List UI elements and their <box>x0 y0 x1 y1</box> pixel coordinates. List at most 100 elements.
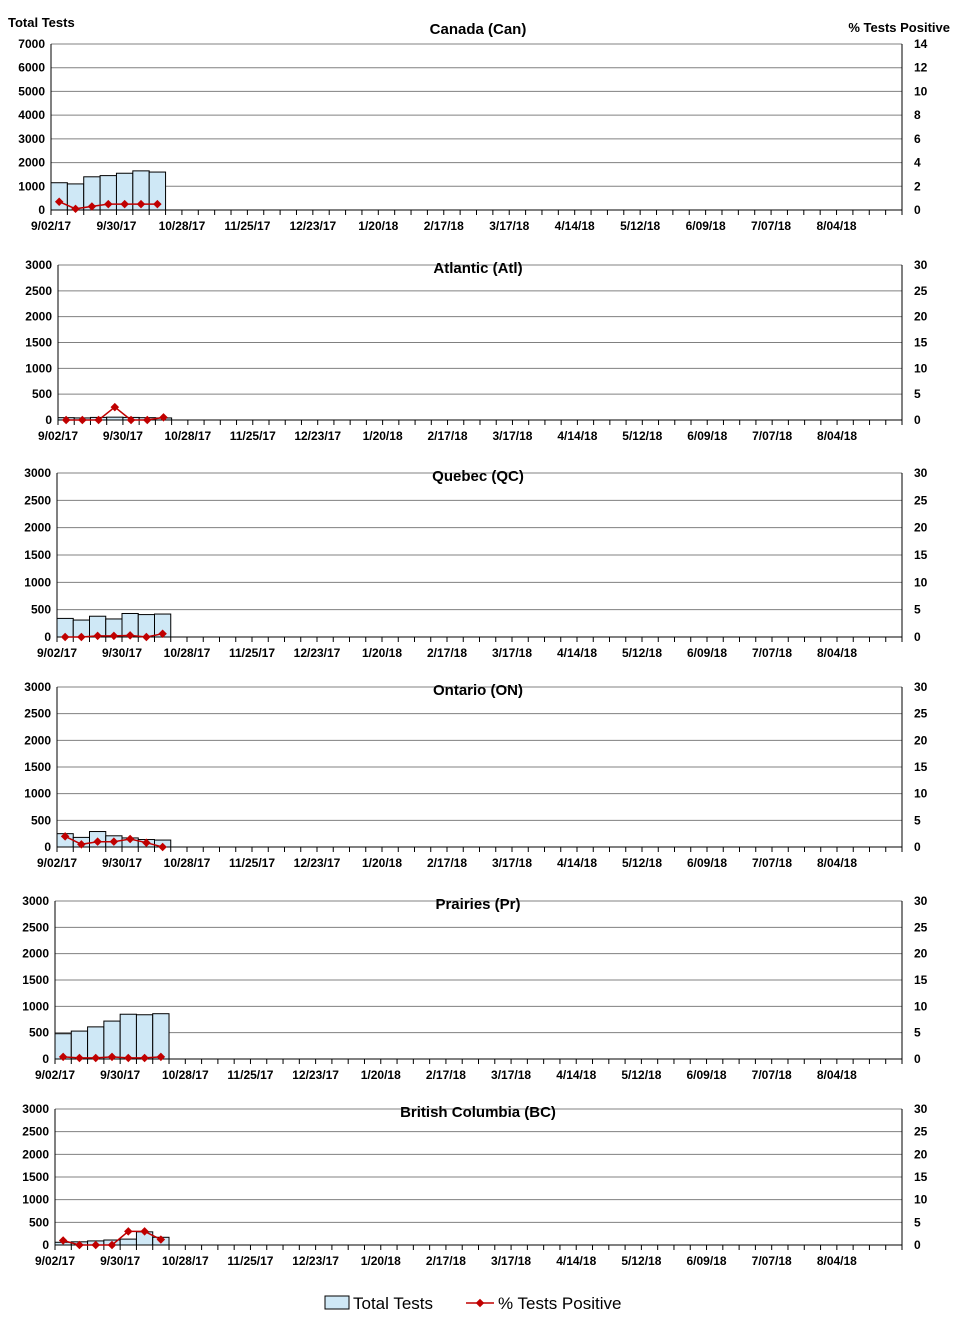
x-tick-label: 9/30/17 <box>100 1254 140 1268</box>
y-right-tick-label: 10 <box>914 999 928 1013</box>
legend-bars-swatch <box>324 1295 350 1310</box>
x-tick-label: 10/28/17 <box>164 429 211 443</box>
x-tick-label: 7/07/18 <box>751 219 791 233</box>
y-right-tick-label: 30 <box>914 894 928 908</box>
y-left-tick-label: 4000 <box>18 108 45 122</box>
y-left-tick-label: 500 <box>29 1026 49 1040</box>
x-tick-label: 3/17/18 <box>492 646 532 660</box>
y-left-tick-label: 2500 <box>22 1125 49 1139</box>
y-right-tick-label: 10 <box>914 787 928 801</box>
y-right-tick-label: 12 <box>914 61 928 75</box>
x-tick-label: 4/14/18 <box>555 219 595 233</box>
y-right-tick-label: 0 <box>914 840 921 854</box>
pct-positive-point <box>110 402 120 412</box>
x-tick-label: 3/17/18 <box>491 1068 531 1082</box>
y-left-tick-label: 0 <box>45 413 52 427</box>
y-right-tick-label: 0 <box>914 413 921 427</box>
x-tick-label: 2/17/18 <box>427 646 467 660</box>
y-right-tick-label: 5 <box>914 813 921 827</box>
y-right-tick-label: 10 <box>914 1193 928 1207</box>
y-right-tick-label: 6 <box>914 132 921 146</box>
pct-positive-point <box>78 415 87 425</box>
x-tick-label: 6/09/18 <box>686 219 726 233</box>
y-left-tick-label: 1500 <box>22 1170 49 1184</box>
chart-panel: 0 500 1000 1500 2000 2500 3000 0 5 10 15 20 25 30 9/02… <box>22 1102 927 1268</box>
x-tick-label: 1/20/18 <box>361 1254 401 1268</box>
x-tick-label: 9/02/17 <box>38 429 78 443</box>
total-tests-bar <box>119 1238 137 1246</box>
y-left-tick-label: 5000 <box>18 84 45 98</box>
y-left-tick-label: 3000 <box>24 466 51 480</box>
chart-panel: 0 1000 2000 3000 4000 5000 6000 7000 0 2 4 6 8 10 12 14… <box>18 21 927 233</box>
x-tick-label: 11/25/17 <box>224 219 270 233</box>
chart-title: Quebec (QC) <box>432 468 524 485</box>
x-tick-label: 5/12/18 <box>622 856 662 870</box>
y-left-tick-label: 0 <box>38 203 45 217</box>
x-tick-label: 4/14/18 <box>556 1068 596 1082</box>
y-left-tick-label: 1000 <box>24 575 51 589</box>
x-tick-label: 4/14/18 <box>557 856 597 870</box>
y-right-tick-label: 25 <box>914 707 928 721</box>
y-left-tick-label: 1500 <box>24 760 51 774</box>
y-right-tick-label: 5 <box>914 1026 921 1040</box>
x-tick-label: 9/02/17 <box>31 219 71 233</box>
y-right-tick-label: 8 <box>914 108 921 122</box>
chart-title: Prairies (Pr) <box>435 896 520 913</box>
x-tick-label: 5/12/18 <box>622 646 662 660</box>
y-left-tick-label: 0 <box>42 1238 49 1252</box>
total-tests-bar <box>119 1013 137 1060</box>
x-tick-label: 1/20/18 <box>358 219 398 233</box>
pct-positive-point <box>159 413 168 422</box>
y-right-tick-label: 15 <box>914 1170 928 1184</box>
x-tick-label: 6/09/18 <box>687 429 727 443</box>
y-left-tick-label: 2500 <box>22 920 49 934</box>
x-tick-label: 9/30/17 <box>102 646 142 660</box>
x-tick-label: 5/12/18 <box>620 219 660 233</box>
x-tick-label: 2/17/18 <box>427 856 467 870</box>
y-right-tick-label: 2 <box>914 179 921 193</box>
y-right-tick-label: 0 <box>914 203 921 217</box>
y-right-tick-label: 20 <box>914 521 928 535</box>
x-tick-label: 3/17/18 <box>491 1254 531 1268</box>
y-right-tick-label: 10 <box>914 575 928 589</box>
y-right-tick-label: 25 <box>914 493 928 507</box>
x-tick-label: 12/23/17 <box>294 429 341 443</box>
pct-positive-point <box>136 199 146 209</box>
pct-positive-point <box>61 415 71 425</box>
y-left-tick-label: 2000 <box>22 1147 49 1161</box>
x-tick-label: 9/02/17 <box>35 1254 75 1268</box>
y-left-tick-label: 1500 <box>24 548 51 562</box>
y-right-tick-label: 0 <box>914 630 921 644</box>
y-right-tick-label: 30 <box>914 258 928 272</box>
y-left-tick-label: 1000 <box>22 1193 49 1207</box>
y-left-tick-label: 1000 <box>22 999 49 1013</box>
y-right-tick-label: 25 <box>914 284 928 298</box>
x-tick-label: 8/04/18 <box>817 1068 857 1082</box>
y-left-tick-label: 2500 <box>24 707 51 721</box>
x-tick-label: 1/20/18 <box>362 646 402 660</box>
pct-positive-point <box>153 199 162 209</box>
y-left-tick-label: 3000 <box>18 132 45 146</box>
y-right-tick-label: 20 <box>914 310 928 324</box>
x-tick-label: 3/17/18 <box>492 856 532 870</box>
y-right-tick-label: 15 <box>914 973 928 987</box>
legend-line-label: % Tests Positive <box>498 1294 621 1313</box>
y-right-tick-label: 10 <box>914 84 928 98</box>
x-tick-label: 9/30/17 <box>102 856 142 870</box>
pct-positive-point <box>120 199 129 209</box>
x-tick-label: 12/23/17 <box>294 646 341 660</box>
y-right-tick-label: 5 <box>914 1215 921 1229</box>
x-tick-label: 11/25/17 <box>229 856 275 870</box>
x-tick-label: 5/12/18 <box>621 1068 661 1082</box>
legend-line-marker <box>475 1298 485 1308</box>
y-right-tick-label: 10 <box>914 361 928 375</box>
x-tick-label: 2/17/18 <box>426 1254 466 1268</box>
x-tick-label: 4/14/18 <box>557 646 597 660</box>
legend-bars-label: Total Tests <box>353 1294 433 1313</box>
left-axis-title: Total Tests <box>8 15 75 30</box>
y-left-tick-label: 0 <box>42 1052 49 1066</box>
y-left-tick-label: 6000 <box>18 61 45 75</box>
pct-positive-point <box>94 415 103 425</box>
x-tick-label: 6/09/18 <box>687 856 727 870</box>
x-tick-label: 8/04/18 <box>817 856 857 870</box>
